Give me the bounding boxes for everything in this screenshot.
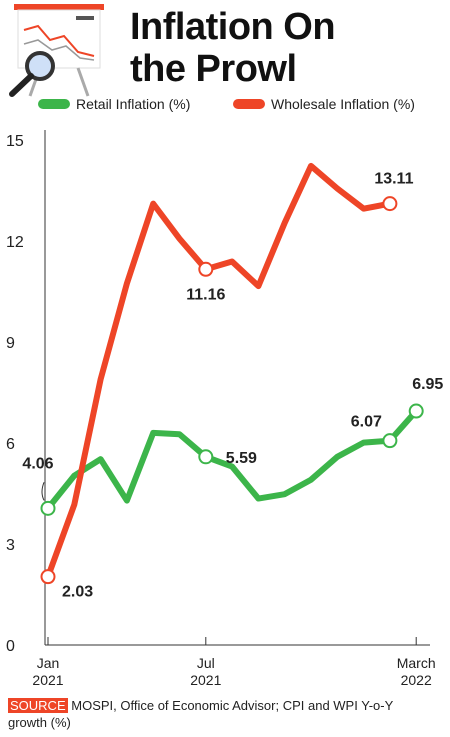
data-label: 4.06 <box>22 455 53 472</box>
leader-line <box>41 482 45 501</box>
series-line <box>45 409 419 511</box>
point-marker <box>40 569 56 585</box>
y-tick-label: 6 <box>6 436 15 453</box>
data-label: 2.03 <box>62 584 93 601</box>
data-label: 13.11 <box>374 171 413 188</box>
source-label: SOURCE <box>8 698 68 713</box>
data-label: 6.95 <box>412 376 443 393</box>
data-label: 6.07 <box>351 414 382 431</box>
source-text: MOSPI, Office of Economic Advisor; CPI a… <box>8 698 394 730</box>
y-tick-label: 12 <box>6 234 24 251</box>
y-tick-label: 3 <box>6 537 15 554</box>
x-tick-label: Jan 2021 <box>32 655 64 688</box>
x-tick-label: March 2022 <box>396 655 436 688</box>
legend-label: Retail Inflation (%) <box>76 96 191 112</box>
source: SOURCE MOSPI, Office of Economic Advisor… <box>8 697 408 731</box>
legend-swatch <box>233 99 265 109</box>
point-marker <box>408 403 424 419</box>
point-marker <box>198 261 214 277</box>
chart-title: Inflation On the Prowl <box>130 6 336 90</box>
point-marker <box>198 449 214 465</box>
y-tick-label: 15 <box>6 133 24 150</box>
y-tick-label: 0 <box>6 638 15 655</box>
point-marker <box>40 500 56 516</box>
point-marker <box>382 196 398 212</box>
icon <box>9 4 104 97</box>
data-label: 11.16 <box>186 286 225 303</box>
legend-label: Wholesale Inflation (%) <box>271 96 415 112</box>
data-label: 5.59 <box>226 450 257 467</box>
legend-item: Wholesale Inflation (%) <box>233 96 415 112</box>
y-tick-label: 9 <box>6 335 15 352</box>
series-line <box>45 162 391 578</box>
point-marker <box>382 433 398 449</box>
legend-item: Retail Inflation (%) <box>38 96 190 112</box>
legend-swatch <box>38 99 70 109</box>
x-tick-label: Jul 2021 <box>190 655 222 688</box>
